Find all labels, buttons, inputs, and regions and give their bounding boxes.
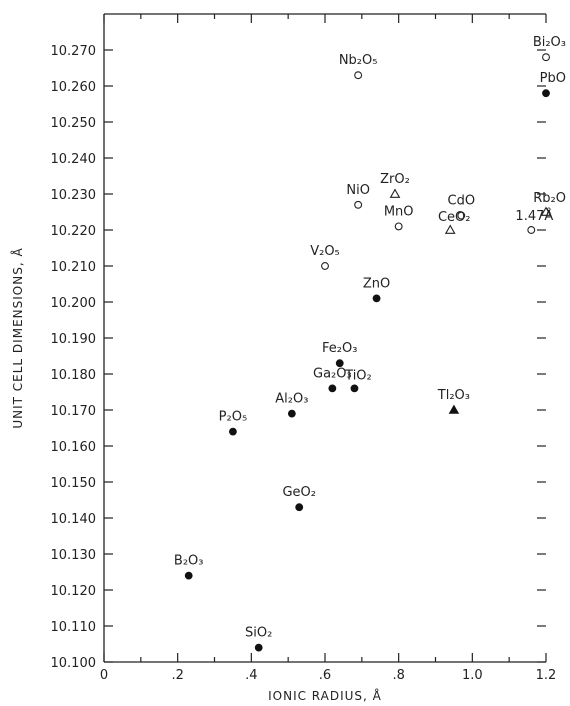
y-tick-label: 10.120 xyxy=(51,584,97,599)
filled-circle-marker xyxy=(295,503,304,512)
filled-circle-marker xyxy=(350,384,359,393)
axes xyxy=(103,13,546,663)
data-point: Ga₂O₃ xyxy=(313,366,352,393)
y-tick-label: 10.250 xyxy=(51,116,97,131)
point-label: P₂O₅ xyxy=(219,410,248,425)
y-tick-label: 10.220 xyxy=(51,224,97,239)
point-label: CdO xyxy=(448,194,476,209)
filled-circle-marker xyxy=(372,294,381,303)
point-label: B₂O₃ xyxy=(174,554,204,569)
open-triangle-marker xyxy=(389,188,401,198)
data-point: 1.47Å xyxy=(515,208,553,234)
open-circle-marker xyxy=(354,71,363,80)
open-circle-marker xyxy=(394,222,403,231)
point-label: TiO₂ xyxy=(344,368,372,383)
x-tick-label: 0 xyxy=(100,668,108,683)
data-point: Bi₂O₃ xyxy=(533,35,566,62)
y-tick-label: 10.200 xyxy=(51,296,97,311)
point-label: CeO₂ xyxy=(438,210,471,225)
point-label: ZrO₂ xyxy=(380,172,410,187)
point-label: PbO xyxy=(540,71,566,86)
x-tick-label: .8 xyxy=(392,668,404,683)
x-tick-label: 1.2 xyxy=(536,668,557,683)
point-label: Fe₂O₃ xyxy=(322,341,357,356)
y-tick-label: 10.270 xyxy=(51,44,97,59)
filled-circle-marker xyxy=(287,409,296,418)
filled-circle-marker xyxy=(184,571,193,580)
y-tick-label: 10.190 xyxy=(51,332,97,347)
point-label: NiO xyxy=(346,183,370,198)
x-tick-label: .6 xyxy=(319,668,331,683)
open-triangle-marker xyxy=(444,224,456,234)
data-point: ZnO xyxy=(363,276,390,303)
y-tick-label: 10.170 xyxy=(51,404,97,419)
y-tick-label: 10.100 xyxy=(51,656,97,671)
open-circle-marker xyxy=(321,262,329,270)
x-tick-label: 1.0 xyxy=(462,668,483,683)
x-tick-label: .4 xyxy=(245,668,257,683)
point-label: MnO xyxy=(384,204,414,219)
data-point: Nb₂O₅ xyxy=(339,53,378,80)
filled-circle-marker xyxy=(229,427,237,436)
filled-circle-marker xyxy=(335,359,344,368)
y-ticks: 10.100 10.110 10.120 10.130 10.140 10.150 10.1… xyxy=(51,44,546,671)
open-circle-marker xyxy=(354,200,363,209)
data-point: ZrO₂ xyxy=(380,172,410,198)
point-label: Bi₂O₃ xyxy=(533,35,566,50)
data-point: Al₂O₃ xyxy=(275,392,308,418)
filled-circle-marker xyxy=(542,89,550,98)
data-point: SiO₂ xyxy=(245,626,272,652)
data-point: GeO₂ xyxy=(282,485,316,512)
filled-triangle-marker xyxy=(448,404,460,414)
point-label: V₂O₅ xyxy=(310,244,340,259)
point-label: Ga₂O₃ xyxy=(313,366,352,381)
point-label: Rb₂O xyxy=(533,191,566,206)
y-tick-label: 10.160 xyxy=(51,440,97,455)
data-point: B₂O₃ xyxy=(174,554,204,580)
point-label: Tl₂O₃ xyxy=(437,388,470,403)
data-point: CdO xyxy=(448,194,476,220)
y-tick-label: 10.110 xyxy=(51,620,97,635)
y-tick-label: 10.150 xyxy=(51,476,97,491)
y-tick-label: 10.140 xyxy=(51,512,97,527)
data-point: V₂O₅ xyxy=(310,244,340,270)
y-tick-label: 10.210 xyxy=(51,260,97,275)
point-label: GeO₂ xyxy=(282,485,316,500)
data-point: MnO xyxy=(384,204,414,231)
y-tick-label: 10.230 xyxy=(51,188,97,203)
open-circle-marker xyxy=(542,53,550,62)
open-circle-marker xyxy=(527,226,536,234)
point-label: SiO₂ xyxy=(245,626,272,641)
y-tick-label: 10.130 xyxy=(51,548,97,563)
point-label: 1.47Å xyxy=(515,208,553,224)
y-tick-label: 10.240 xyxy=(51,152,97,167)
data-point: Rb₂O xyxy=(533,191,566,216)
data-point: NiO xyxy=(346,183,370,209)
y-tick-label: 10.180 xyxy=(51,368,97,383)
x-ticks: 0 .2 .4 .6 .8 1.0 1.2 xyxy=(100,14,556,683)
point-label: ZnO xyxy=(363,276,390,291)
data-point: CeO₂ xyxy=(438,210,471,234)
open-triangle-marker xyxy=(540,206,552,216)
data-point: P₂O₅ xyxy=(219,410,248,436)
data-point: Tl₂O₃ xyxy=(437,388,470,414)
y-tick-label: 10.260 xyxy=(51,80,97,95)
y-axis-title: UNIT CELL DIMENSIONS, Å xyxy=(10,247,25,428)
x-axis-title: IONIC RADIUS, Å xyxy=(268,688,382,703)
data-point: TiO₂ xyxy=(344,368,372,393)
x-tick-label: .2 xyxy=(171,668,183,683)
filled-circle-marker xyxy=(254,643,263,652)
filled-circle-marker xyxy=(328,384,337,393)
open-circle-marker xyxy=(457,211,466,220)
point-label: Nb₂O₅ xyxy=(339,53,378,68)
data-point: PbO xyxy=(540,71,566,98)
point-label: Al₂O₃ xyxy=(275,392,308,407)
data-point: Fe₂O₃ xyxy=(322,341,357,368)
